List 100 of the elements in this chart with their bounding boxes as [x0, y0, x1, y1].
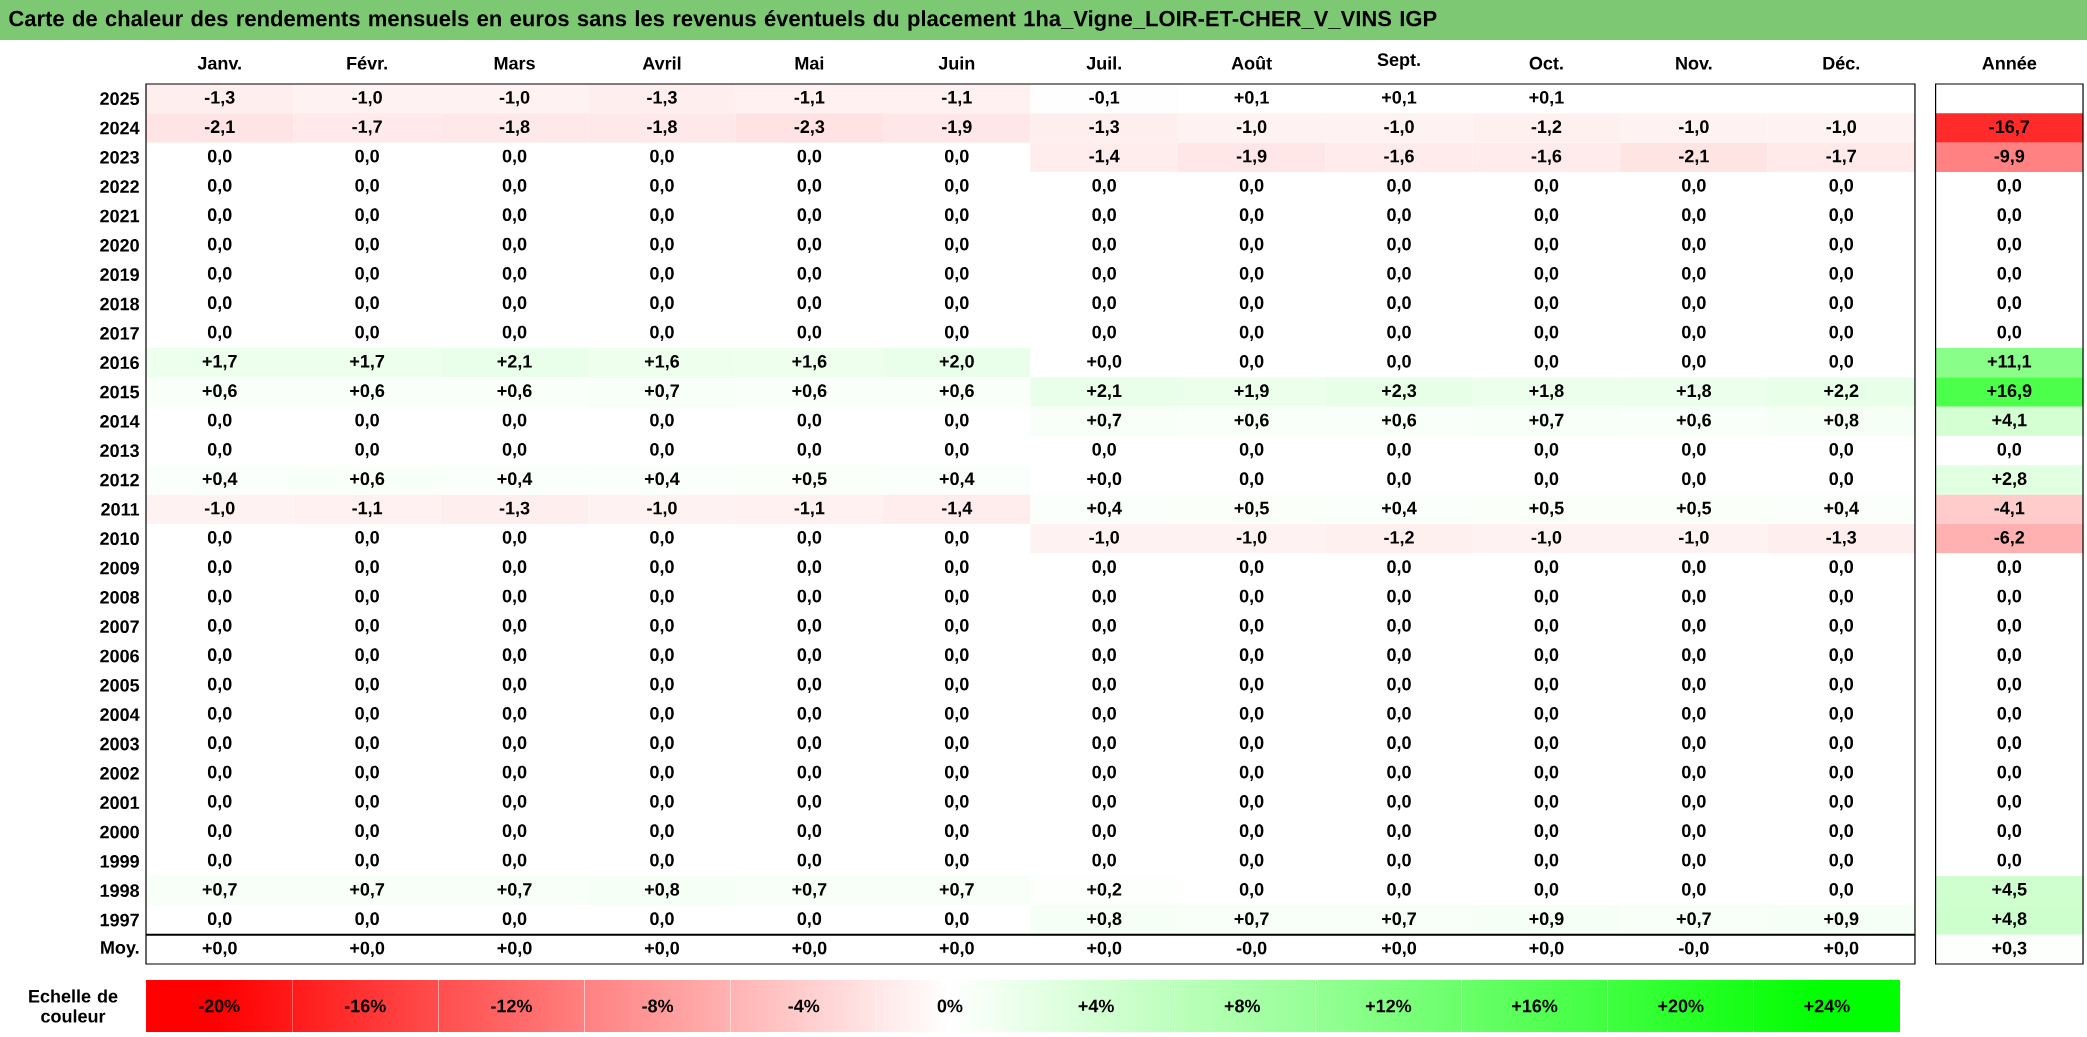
data-label: 0,0: [355, 208, 379, 224]
data-label: +0,6: [350, 472, 385, 488]
data-label: 0,0: [1534, 765, 1559, 782]
data-label: +0,6: [350, 384, 385, 400]
data-label: 0,0: [355, 266, 379, 283]
data-label: 0,0: [207, 794, 232, 811]
data-label: 0,0: [1682, 325, 1706, 342]
data-label: +4,5: [1992, 883, 2027, 899]
data-label: 0,0: [355, 853, 379, 870]
data-label: 0,0: [1387, 677, 1411, 694]
x-tick-label: Année: [1982, 56, 2037, 70]
data-label: 0,0: [1829, 237, 1854, 254]
data-label: 0,0: [1239, 178, 1264, 195]
data-label: 0,0: [944, 413, 969, 430]
data-label: 0,0: [650, 178, 674, 195]
data-label: 0,0: [355, 237, 379, 254]
data-label: 0,0: [797, 589, 822, 606]
y-tick-label: 2025: [100, 92, 140, 106]
data-label: 0,0: [1682, 442, 1706, 459]
data-label: 0,0: [1997, 208, 2022, 224]
data-label: 0,0: [207, 677, 232, 694]
data-label: 0,0: [1534, 560, 1559, 576]
data-label: 0,0: [1829, 589, 1854, 606]
chart-title: Carte de chaleur des rendements mensuels en euros sans les revenus éventuels du placement 1ha_Vigne_LOIR-ET-CHER_V_VINS IGP: [9, 10, 1437, 31]
data-label: +0,5: [1529, 501, 1564, 518]
data-label: 0,0: [502, 208, 527, 224]
data-label: 0,0: [1997, 853, 2022, 870]
data-label: 0,0: [1387, 706, 1411, 723]
data-label: 0,0: [650, 296, 674, 312]
data-label: 0,0: [1387, 853, 1411, 870]
data-label: 0,0: [1387, 208, 1411, 224]
data-label: 0,0: [502, 266, 527, 283]
data-label: 0,0: [797, 208, 822, 224]
data-label: 0,0: [1092, 736, 1116, 752]
x-tick-label: Nov.: [1676, 57, 1712, 70]
data-label: 0,0: [502, 178, 527, 195]
x-tick-label: Janv.: [197, 57, 241, 70]
data-label: 0,0: [1829, 824, 1854, 840]
data-label: 0,0: [797, 765, 822, 782]
data-label: 0,0: [1387, 794, 1411, 811]
data-label: 0,0: [797, 853, 822, 870]
y-tick-label: 2007: [100, 620, 139, 634]
data-label: 0,0: [1534, 853, 1559, 870]
data-label: 0,0: [1829, 853, 1854, 870]
data-label: 0,0: [1092, 178, 1116, 195]
data-label: 0,0: [502, 149, 527, 166]
y-tick-label: 2016: [100, 356, 139, 370]
data-label: 0,0: [650, 208, 674, 224]
data-label: 0,0: [1534, 677, 1559, 694]
data-label: 0,0: [502, 853, 527, 870]
data-label: 0,0: [797, 648, 822, 664]
color-bar-label: -8%: [642, 999, 674, 1013]
data-label: +0,0: [792, 941, 827, 958]
data-label: 0,0: [797, 178, 822, 195]
data-label: 0,0: [1829, 266, 1854, 283]
data-label: 0,0: [1387, 442, 1411, 459]
data-label: 0,0: [1682, 178, 1706, 195]
data-label: +0,7: [792, 882, 827, 899]
data-label: 0,0: [944, 765, 969, 782]
data-label: 0,0: [797, 296, 822, 312]
color-bar-label: -20%: [198, 999, 240, 1013]
data-label: 0,0: [1682, 208, 1706, 224]
data-label: 0,0: [502, 442, 527, 459]
data-label: -1,0: [1826, 120, 1857, 136]
data-label: 0,0: [355, 912, 379, 928]
data-label: 0,0: [1239, 794, 1264, 811]
data-label: +0,7: [1087, 413, 1122, 430]
data-label: 0,0: [355, 706, 379, 723]
data-label: +0,9: [1529, 912, 1564, 928]
data-label: 0,0: [1092, 618, 1116, 635]
data-label: 0,0: [1997, 618, 2022, 635]
data-label: +1,6: [644, 354, 680, 371]
data-label: +0,0: [1087, 354, 1122, 371]
data-label: 0,0: [650, 589, 674, 606]
data-label: 0,0: [650, 736, 674, 752]
data-label: 0,0: [1387, 765, 1411, 782]
data-label: 0,0: [650, 677, 674, 694]
data-label: 0,0: [207, 296, 232, 312]
data-label: +1,7: [350, 355, 385, 371]
data-label: +0,7: [644, 384, 679, 400]
data-label: -0,0: [1236, 941, 1267, 958]
data-label: 0,0: [502, 413, 527, 430]
data-label: 0,0: [1829, 354, 1854, 371]
y-tick-label: 2012: [100, 473, 139, 487]
data-label: +0,5: [1234, 501, 1269, 518]
data-label: 0,0: [1534, 472, 1559, 488]
data-label: -2,3: [794, 120, 825, 136]
data-label: 0,0: [1829, 472, 1854, 488]
data-label: -1,2: [1531, 120, 1562, 136]
y-tick-label: 2002: [100, 766, 139, 780]
data-label: 0,0: [1997, 589, 2022, 606]
data-label: +0,0: [350, 941, 385, 958]
data-label: -1,3: [1826, 530, 1857, 547]
data-label: +2,2: [1824, 384, 1859, 400]
data-label: 0,0: [1092, 208, 1116, 224]
data-label: 0,0: [502, 677, 527, 694]
data-label: 0,0: [355, 178, 379, 195]
data-label: 0,0: [944, 677, 969, 694]
data-label: 0,0: [1239, 354, 1264, 371]
data-label: 0,0: [650, 912, 674, 928]
